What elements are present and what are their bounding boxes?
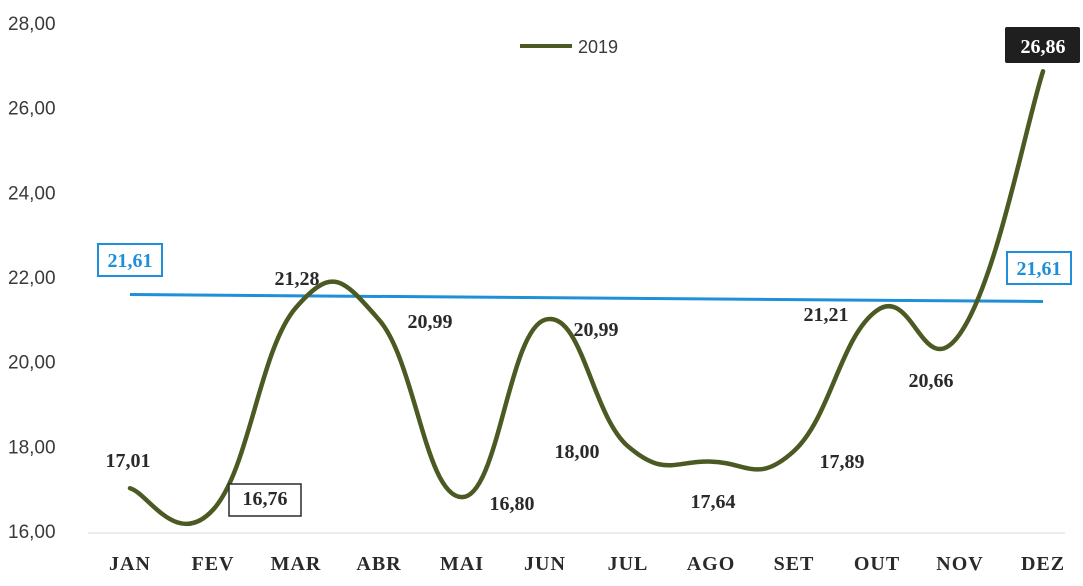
y-tick-label: 20,00: [8, 353, 56, 374]
data-point: [378, 319, 380, 321]
average-line: [129, 293, 1044, 304]
data-label: 20,99: [408, 311, 453, 333]
x-tick-label: OUT: [854, 553, 900, 575]
x-axis: JAN FEV MAR ABR MAI JUN JUL AGO SET OUT NOV DEZ: [88, 532, 1065, 575]
x-tick-label: AGO: [687, 553, 736, 575]
data-point: [544, 319, 546, 321]
data-label: 26,86: [1021, 36, 1066, 58]
data-point: [212, 509, 214, 511]
x-tick-label: JUN: [524, 553, 566, 575]
x-tick-label: MAR: [271, 553, 322, 575]
data-label: 17,64: [691, 491, 736, 513]
data-label: 16,80: [490, 493, 535, 515]
data-label: 17,89: [820, 451, 865, 473]
y-tick-label: 16,00: [8, 522, 56, 543]
y-tick-label: 18,00: [8, 437, 56, 458]
data-label: 20,99: [574, 319, 619, 341]
average-label: 21,61: [1017, 258, 1062, 280]
y-tick-label: 24,00: [8, 183, 56, 204]
y-axis: 16,00 18,00 20,00 22,00 24,00 26,00 28,00: [8, 14, 56, 543]
data-label: 21,21: [804, 304, 849, 326]
data-point: [793, 450, 795, 452]
data-label: 16,76: [243, 488, 288, 510]
x-tick-label: ABR: [356, 553, 401, 575]
x-tick-label: DEZ: [1021, 553, 1065, 575]
average-label-box: [1006, 251, 1072, 285]
data-labels-group: 17,01 16,76 21,28 20,99 16,80 20,99 18,00 17,64…: [106, 27, 1080, 517]
x-tick-label: JAN: [109, 553, 151, 575]
data-label: 20,66: [909, 370, 954, 392]
data-point: [876, 309, 878, 311]
x-tick-label: SET: [774, 553, 815, 575]
average-line-group: 21,61 21,61: [97, 243, 1072, 304]
average-label-box: [97, 243, 163, 277]
data-point: [627, 445, 629, 447]
max-label-box: [1005, 27, 1080, 63]
legend: 2019: [520, 37, 618, 57]
data-label: 18,00: [555, 441, 600, 463]
x-tick-label: NOV: [936, 553, 983, 575]
data-point: [129, 487, 131, 489]
data-point: [461, 496, 463, 498]
series-group: [127, 69, 1046, 527]
y-tick-label: 28,00: [8, 14, 56, 35]
data-point: [959, 333, 961, 335]
y-tick-label: 26,00: [8, 99, 56, 120]
x-tick-label: FEV: [192, 553, 235, 575]
data-label: 17,01: [106, 450, 151, 472]
data-point: [295, 306, 297, 308]
data-label: 21,28: [275, 268, 320, 290]
average-label: 21,61: [108, 250, 153, 272]
x-tick-label: MAI: [440, 553, 484, 575]
y-tick-label: 22,00: [8, 268, 56, 289]
series-line-2019: [127, 69, 1046, 527]
x-tick-label: JUL: [608, 553, 649, 575]
data-point: [710, 461, 712, 463]
min-label-box: [228, 483, 302, 517]
data-point: [1042, 70, 1044, 72]
legend-label: 2019: [578, 37, 618, 57]
